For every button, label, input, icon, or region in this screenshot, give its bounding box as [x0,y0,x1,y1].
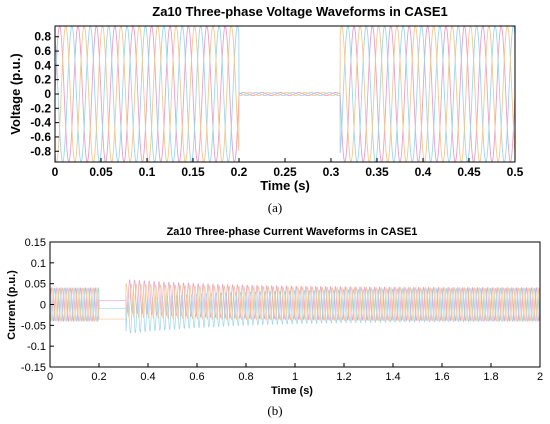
voltage-x-tick-label: 0.1 [139,165,156,179]
current-x-tick-label: 0.2 [91,371,106,383]
voltage-y-axis-label: Voltage (p.u.) [8,53,23,134]
voltage-x-tick-label: 0.25 [273,165,297,179]
voltage-caption: (a) [268,200,282,215]
voltage-chart: Za10 Three-phase Voltage Waveforms in CA… [8,4,524,215]
current-phase-2-line [49,287,541,334]
current-x-tick-label: 1.6 [434,371,449,383]
current-x-tick-label: 0.4 [140,371,155,383]
voltage-x-tick-label: 0 [52,165,59,179]
voltage-y-tick-label: -0.2 [30,101,51,115]
voltage-chart-title: Za10 Three-phase Voltage Waveforms in CA… [152,4,447,19]
voltage-phase-3-line [54,25,516,163]
voltage-phase-1-line [54,25,516,163]
current-y-tick-label: -0.05 [21,320,46,332]
voltage-series-group [54,25,516,163]
voltage-phase-2-line [54,25,516,163]
voltage-y-tick-label: 0 [44,87,51,101]
current-caption: (b) [267,403,282,418]
current-x-tick-label: 1.2 [336,371,351,383]
voltage-x-tick-label: 0.4 [415,165,432,179]
voltage-x-tick-label: 0.3 [323,165,340,179]
current-y-tick-label: 0 [40,300,46,312]
voltage-y-tick-label: -0.8 [30,144,51,158]
current-x-tick-label: 2 [537,371,543,383]
current-y-axis-label: Current (p.u.) [6,270,18,340]
current-y-tick-label: 0.05 [25,279,46,291]
voltage-y-tick-label: 0.6 [34,44,51,58]
current-y-tick-label: 0.15 [25,237,46,249]
current-x-tick-label: 0.8 [238,371,253,383]
voltage-x-axis-label: Time (s) [260,178,310,193]
voltage-x-tick-label: 0.45 [457,165,481,179]
voltage-x-tick-label: 0.05 [89,165,113,179]
current-y-tick-label: -0.1 [27,341,46,353]
current-x-tick-label: 1 [292,371,298,383]
voltage-x-tick-label: 0.15 [181,165,205,179]
voltage-x-tick-label: 0.35 [365,165,389,179]
current-y-tick-label: -0.15 [21,362,46,374]
current-x-tick-label: 1.4 [385,371,400,383]
current-y-tick-label: 0.1 [31,258,46,270]
current-x-axis-label: Time (s) [271,385,313,397]
current-phase-3-line [49,283,541,322]
voltage-y-tick-label: 0.8 [34,30,51,44]
voltage-x-tick-label: 0.2 [231,165,248,179]
voltage-x-tick-label: 0.5 [507,165,524,179]
voltage-y-tick-label: -0.6 [30,130,51,144]
current-x-tick-label: 1.8 [483,371,498,383]
current-x-tick-label: 0 [47,371,53,383]
current-chart-title: Za10 Three-phase Current Waveforms in CA… [167,226,418,238]
current-x-tick-label: 0.6 [189,371,204,383]
voltage-y-tick-label: 0.4 [34,58,51,72]
current-chart: Za10 Three-phase Current Waveforms in CA… [6,226,543,418]
voltage-y-tick-label: -0.4 [30,116,51,130]
voltage-y-tick-label: 0.2 [34,73,51,87]
current-series-group [49,279,541,334]
